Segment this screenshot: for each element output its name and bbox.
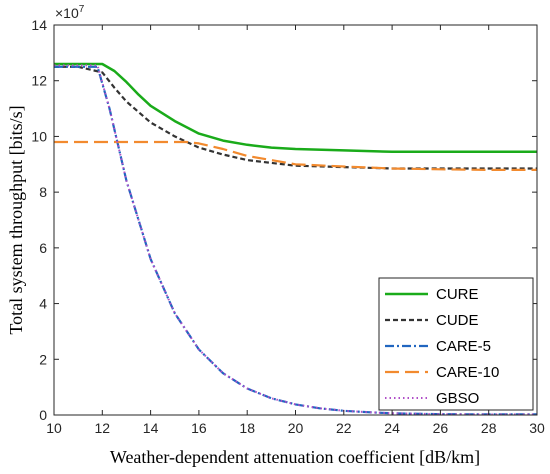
- y-multiplier: ×107: [55, 4, 85, 21]
- x-axis-label: Weather-dependent attenuation coefficien…: [110, 447, 480, 467]
- x-tick-label: 12: [95, 420, 111, 436]
- legend-label-cude: CUDE: [436, 312, 479, 329]
- legend-label-cure: CURE: [436, 286, 479, 303]
- x-tick-label: 22: [336, 420, 352, 436]
- series-line-care-10: [54, 140, 537, 171]
- legend-label-care-10: CARE-10: [436, 364, 499, 381]
- y-tick-label: 12: [31, 73, 47, 89]
- y-axis-label: Total system throughput [bits/s]: [6, 105, 26, 334]
- x-tick-label: 14: [143, 420, 159, 436]
- x-tick-label: 24: [384, 420, 400, 436]
- x-tick-label: 30: [529, 420, 545, 436]
- y-tick-label: 8: [39, 184, 47, 200]
- series-layer: [54, 62, 537, 416]
- y-tick-label: 14: [31, 17, 47, 33]
- legend-label-care-5: CARE-5: [436, 338, 491, 355]
- y-tick-label: 0: [39, 407, 47, 423]
- series-line-cure: [54, 62, 537, 154]
- x-tick-label: 18: [239, 420, 255, 436]
- y-tick-label: 2: [39, 351, 47, 367]
- legend-label-gbso: GBSO: [436, 390, 479, 407]
- legend-box: [378, 277, 534, 411]
- x-tick-label: 20: [288, 420, 304, 436]
- y-tick-label: 6: [39, 240, 47, 256]
- x-tick-label: 28: [481, 420, 497, 436]
- y-tick-label: 4: [39, 296, 47, 312]
- y-tick-label: 10: [31, 128, 47, 144]
- legend: CURE CUDE CARE-5 CARE-10 GBSO: [378, 277, 534, 411]
- x-tick-label: 16: [191, 420, 207, 436]
- series-line-cude: [54, 65, 537, 170]
- legend-items: CURE CUDE CARE-5 CARE-10 GBSO: [385, 286, 499, 407]
- x-tick-label: 10: [46, 420, 62, 436]
- x-tick-label: 26: [433, 420, 449, 436]
- series-line-gbso: [54, 64, 537, 416]
